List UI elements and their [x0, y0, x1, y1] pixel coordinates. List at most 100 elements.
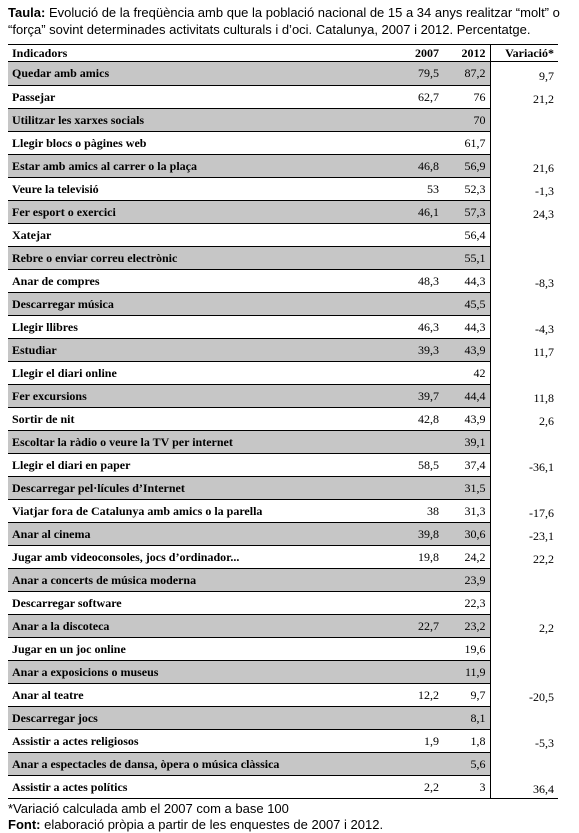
row-variation: [489, 568, 558, 591]
table-row: Utilitzar les xarxes socials 70: [8, 108, 558, 132]
row-value-2012: 24,2: [443, 545, 490, 569]
row-value-2007: 38: [391, 499, 443, 523]
row-variation: [489, 246, 558, 269]
row-label: Anar a concerts de música moderna: [8, 568, 391, 592]
row-value-2012: 52,3: [443, 177, 490, 201]
row-variation: [489, 752, 558, 775]
row-variation: 2,6: [489, 407, 558, 430]
row-label: Descarregar software: [8, 591, 391, 615]
row-value-2012: 31,3: [443, 499, 490, 523]
row-value-2012: 3: [443, 775, 490, 799]
row-label: Estudiar: [8, 338, 391, 362]
row-value-2007: [391, 752, 443, 776]
table-row: Jugar amb videoconsoles, jocs d’ordinado…: [8, 545, 558, 569]
row-label: Fer excursions: [8, 384, 391, 408]
row-variation: [489, 223, 558, 246]
row-label: Quedar amb amics: [8, 61, 391, 86]
row-label: Escoltar la ràdio o veure la TV per inte…: [8, 430, 391, 454]
table-row: Assistir a actes polítics 2,2 3 36,4: [8, 775, 558, 799]
row-value-2007: 46,1: [391, 200, 443, 224]
row-value-2007: 39,8: [391, 522, 443, 546]
row-value-2012: 9,7: [443, 683, 490, 707]
row-value-2007: [391, 131, 443, 155]
row-value-2007: 2,2: [391, 775, 443, 799]
row-value-2012: 56,4: [443, 223, 490, 247]
row-value-2007: [391, 430, 443, 454]
row-value-2012: 39,1: [443, 430, 490, 454]
table-header-row: Indicadors 2007 2012 Variació*: [8, 44, 558, 62]
row-value-2007: [391, 108, 443, 132]
row-label: Jugar en un joc online: [8, 637, 391, 661]
row-variation: 36,4: [489, 775, 558, 799]
row-value-2012: 42: [443, 361, 490, 385]
row-label: Veure la televisió: [8, 177, 391, 201]
table-row: Descarregar música 45,5: [8, 292, 558, 316]
row-value-2007: 53: [391, 177, 443, 201]
row-variation: [489, 108, 558, 131]
row-label: Viatjar fora de Catalunya amb amics o la…: [8, 499, 391, 523]
row-variation: -1,3: [489, 177, 558, 200]
table-row: Llegir el diari online 42: [8, 361, 558, 385]
row-variation: -8,3: [489, 269, 558, 292]
row-value-2012: 31,5: [443, 476, 490, 500]
row-variation: [489, 660, 558, 683]
row-variation: [489, 361, 558, 384]
table-row: Assistir a actes religiosos 1,9 1,8 -5,3: [8, 729, 558, 753]
row-value-2007: 39,7: [391, 384, 443, 408]
row-variation: -23,1: [489, 522, 558, 545]
row-label: Fer esport o exercici: [8, 200, 391, 224]
header-2012: 2012: [443, 44, 490, 62]
table-row: Descarregar software 22,3: [8, 591, 558, 615]
row-value-2012: 22,3: [443, 591, 490, 615]
row-value-2007: 46,8: [391, 154, 443, 178]
row-value-2012: 43,9: [443, 407, 490, 431]
row-value-2007: 58,5: [391, 453, 443, 477]
row-variation: [489, 476, 558, 499]
row-value-2007: [391, 591, 443, 615]
row-variation: -36,1: [489, 453, 558, 476]
row-value-2007: [391, 637, 443, 661]
table-row: Llegir llibres 46,3 44,3 -4,3: [8, 315, 558, 339]
row-label: Rebre o enviar correu electrònic: [8, 246, 391, 270]
row-variation: [489, 131, 558, 154]
row-value-2012: 23,2: [443, 614, 490, 638]
table-row: Sortir de nit 42,8 43,9 2,6: [8, 407, 558, 431]
row-variation: -20,5: [489, 683, 558, 706]
table-row: Veure la televisió 53 52,3 -1,3: [8, 177, 558, 201]
row-variation: [489, 292, 558, 315]
row-value-2007: 39,3: [391, 338, 443, 362]
row-variation: 24,3: [489, 200, 558, 223]
table-row: Estudiar 39,3 43,9 11,7: [8, 338, 558, 362]
row-value-2012: 1,8: [443, 729, 490, 753]
row-label: Anar a la discoteca: [8, 614, 391, 638]
row-label: Assistir a actes polítics: [8, 775, 391, 799]
row-variation: 2,2: [489, 614, 558, 637]
row-variation: 21,2: [489, 85, 558, 108]
row-value-2007: [391, 476, 443, 500]
row-label: Anar de compres: [8, 269, 391, 293]
row-value-2007: [391, 223, 443, 247]
table-row: Fer esport o exercici 46,1 57,3 24,3: [8, 200, 558, 224]
row-label: Anar al teatre: [8, 683, 391, 707]
row-value-2007: [391, 246, 443, 270]
row-value-2012: 70: [443, 108, 490, 132]
table-row: Anar al cinema 39,8 30,6 -23,1: [8, 522, 558, 546]
row-value-2012: 55,1: [443, 246, 490, 270]
table-source: Font: elaboració pròpia a partir de les …: [8, 817, 571, 833]
document-page: Taula: Evolució de la freqüència amb que…: [8, 4, 571, 833]
row-variation: 22,2: [489, 545, 558, 568]
row-value-2007: 46,3: [391, 315, 443, 339]
table-body: Quedar amb amics 79,5 87,2 9,7 Passejar 62,7 7…: [8, 61, 558, 799]
row-value-2012: 23,9: [443, 568, 490, 592]
row-value-2007: 1,9: [391, 729, 443, 753]
row-variation: [489, 430, 558, 453]
table-row: Anar al teatre 12,2 9,7 -20,5: [8, 683, 558, 707]
row-value-2012: 87,2: [443, 61, 490, 86]
table-row: Quedar amb amics 79,5 87,2 9,7: [8, 61, 558, 86]
table-row: Anar a espectacles de dansa, òpera o mús…: [8, 752, 558, 776]
row-variation: [489, 706, 558, 729]
row-label: Anar a exposicions o museus: [8, 660, 391, 684]
row-value-2007: 12,2: [391, 683, 443, 707]
row-value-2007: [391, 361, 443, 385]
table-row: Xatejar 56,4: [8, 223, 558, 247]
